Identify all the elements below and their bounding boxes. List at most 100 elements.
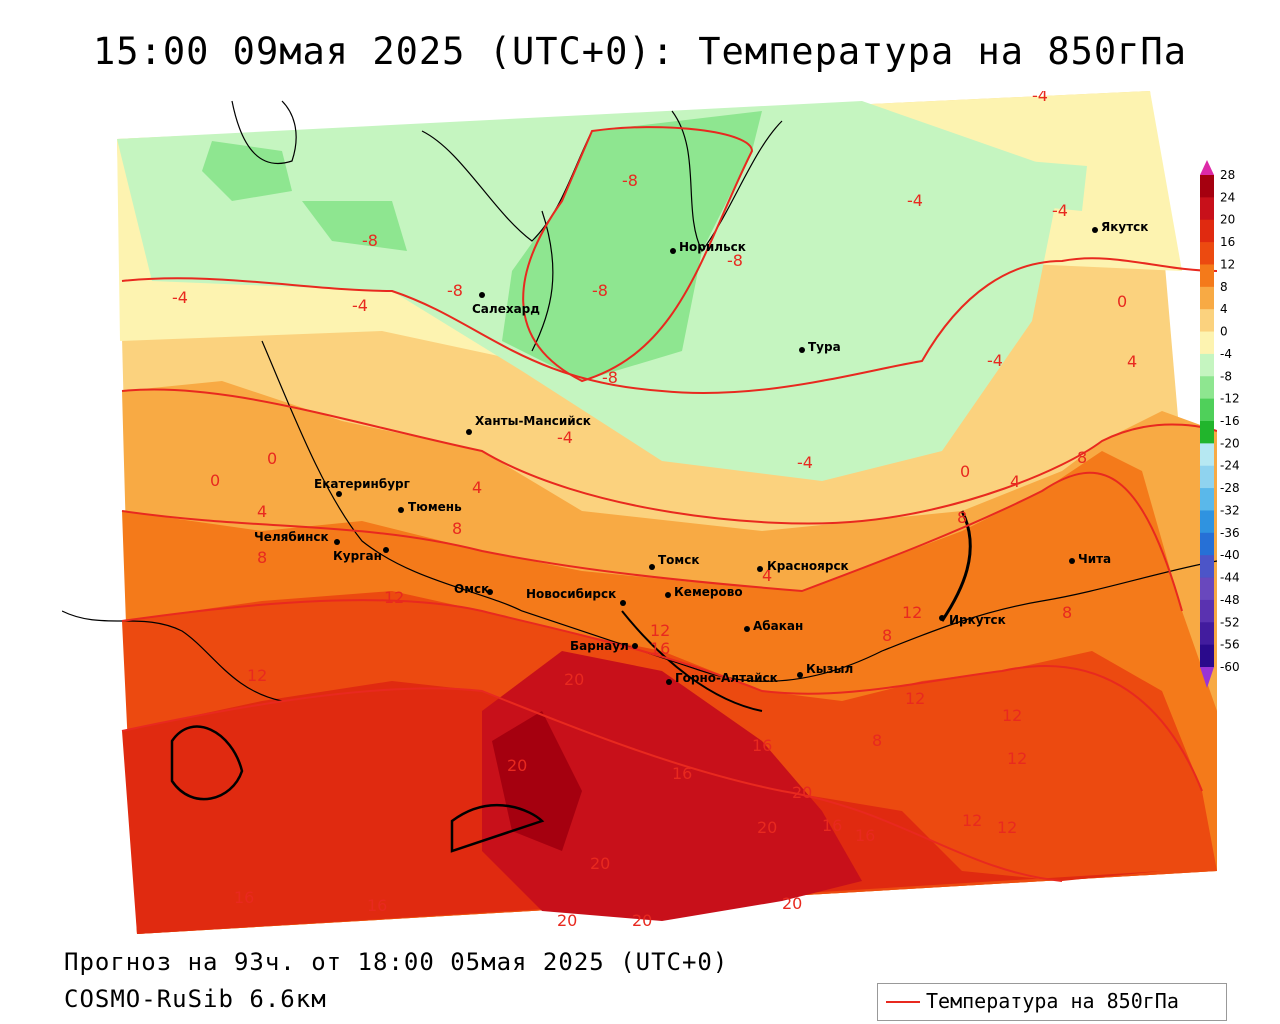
city-label: Красноярск: [767, 559, 849, 573]
isoline-labels: -8 -8 -8 -8 -8 -8 -4 -4 -4 -4 -4 -4 -4 -…: [172, 91, 1137, 930]
colorbar-tick-label: 28: [1220, 168, 1235, 182]
iso-label: -8: [602, 368, 618, 387]
city-marker: Томск: [649, 553, 700, 570]
colorbar-tick-label: 4: [1220, 302, 1228, 316]
colorbar-cell: [1200, 376, 1214, 400]
colorbar-tick-label: -48: [1220, 593, 1240, 607]
iso-label: -4: [557, 428, 573, 447]
iso-label: 20: [757, 818, 777, 837]
borders: [62, 100, 1217, 853]
city-label: Омск: [454, 582, 489, 596]
colorbar-cell: [1200, 622, 1214, 646]
iso-label: 12: [1002, 706, 1022, 725]
iso-label: 16: [367, 896, 387, 915]
iso-label: 12: [902, 603, 922, 622]
city-marker: Ханты-Мансийск: [466, 414, 591, 435]
city-marker: Якутск: [1092, 220, 1148, 234]
iso-label: 4: [257, 502, 267, 521]
colorbar-tick-label: -28: [1220, 481, 1240, 495]
temperature-map[interactable]: -8 -8 -8 -8 -8 -8 -4 -4 -4 -4 -4 -4 -4 -…: [62, 91, 1217, 934]
city-label: Горно-Алтайск: [675, 671, 778, 685]
colorbar-tick-label: -36: [1220, 526, 1240, 540]
iso-label: -4: [987, 351, 1003, 370]
iso-label: -8: [362, 231, 378, 250]
colorbar-cell: [1200, 599, 1214, 623]
iso-label: 16: [234, 888, 254, 907]
forecast-info: Прогноз на 93ч. от 18:00 05мая 2025 (UTC…: [64, 948, 729, 976]
colorbar-cells: [1200, 175, 1214, 668]
colorbar-bottom-arrow: [1200, 667, 1214, 688]
city-marker: Салехард: [472, 292, 540, 316]
city-label: Чита: [1078, 552, 1111, 566]
iso-label: 16: [855, 826, 875, 845]
colorbar-tick-label: -56: [1220, 638, 1240, 652]
colorbar-cell: [1200, 555, 1214, 579]
city-marker: Омск: [454, 582, 493, 596]
colorbar-cell: [1200, 175, 1214, 198]
colorbar-cell: [1200, 465, 1214, 489]
legend-line-swatch: [886, 1001, 920, 1003]
colorbar-tick-label: -20: [1220, 436, 1240, 450]
city-marker: Горно-Алтайск: [666, 671, 778, 685]
city-marker: Курган: [333, 547, 389, 563]
colorbar-tick-label: 0: [1220, 325, 1228, 339]
city-marker: Екатеринбург: [314, 477, 410, 497]
legend-line-label: Температура на 850гПа: [926, 989, 1179, 1013]
colorbar-cell: [1200, 219, 1214, 243]
colorbar-tick-label: 20: [1220, 213, 1235, 227]
iso-label: 8: [957, 508, 967, 527]
iso-label: 0: [1117, 292, 1127, 311]
iso-label: -8: [622, 171, 638, 190]
city-marker: Тура: [799, 340, 841, 354]
iso-label: 12: [247, 666, 267, 685]
iso-label: -8: [592, 281, 608, 300]
city-label: Тура: [808, 340, 841, 354]
colorbar-cell: [1200, 488, 1214, 511]
city-marker: Кызыл: [797, 662, 853, 678]
colorbar-tick-label: -44: [1220, 571, 1240, 585]
colorbar-cell: [1200, 286, 1214, 310]
colorbar-tick-label: -60: [1220, 660, 1240, 674]
colorbar-tick-label: -12: [1220, 392, 1240, 406]
iso-label: 16: [650, 639, 670, 658]
city-label: Абакан: [753, 619, 803, 633]
colorbar-tick-label: 8: [1220, 280, 1228, 294]
city-label: Челябинск: [254, 530, 329, 544]
colorbar-cell: [1200, 532, 1214, 556]
city-marker: Норильск: [670, 240, 746, 254]
iso-label: 8: [1062, 603, 1072, 622]
iso-label: -4: [1032, 91, 1048, 105]
map-title: 15:00 09мая 2025 (UTC+0): Температура на…: [93, 30, 1187, 73]
colorbar-tick-label: 16: [1220, 235, 1235, 249]
colorbar-top-arrow: [1200, 160, 1214, 175]
city-marker: Барнаул: [570, 639, 638, 653]
colorbar-cell: [1200, 398, 1214, 422]
iso-label: 0: [210, 471, 220, 490]
colorbar-tick-label: -52: [1220, 615, 1240, 629]
iso-label: 12: [1007, 749, 1027, 768]
iso-label: 4: [472, 478, 482, 497]
city-label: Норильск: [679, 240, 746, 254]
city-marker: Кемерово: [665, 585, 743, 599]
colorbar: 28 24 20 16 12 8 4 0 -4 -8 -12 -16 -20 -24 -28 -32 -36 -4…: [1200, 160, 1240, 688]
iso-label: -8: [727, 251, 743, 270]
city-label: Иркутск: [949, 613, 1006, 627]
iso-label: -4: [352, 296, 368, 315]
colorbar-cell: [1200, 309, 1214, 333]
colorbar-cell: [1200, 443, 1214, 467]
city-label: Курган: [333, 549, 382, 563]
city-label: Тюмень: [408, 500, 462, 514]
city-marker: Тюмень: [398, 500, 462, 514]
colorbar-tick-label: -32: [1220, 503, 1240, 517]
colorbar-tick-label: -40: [1220, 548, 1240, 562]
colorbar-cell: [1200, 242, 1214, 265]
iso-label: -4: [797, 453, 813, 472]
iso-label: 12: [650, 621, 670, 640]
colorbar-tick-label: -4: [1220, 347, 1232, 361]
city-label: Томск: [658, 553, 700, 567]
iso-label: 12: [962, 811, 982, 830]
iso-label: -4: [907, 191, 923, 210]
iso-label: 8: [872, 731, 882, 750]
colorbar-cell: [1200, 331, 1214, 355]
city-marker: Новосибирск: [526, 587, 626, 606]
